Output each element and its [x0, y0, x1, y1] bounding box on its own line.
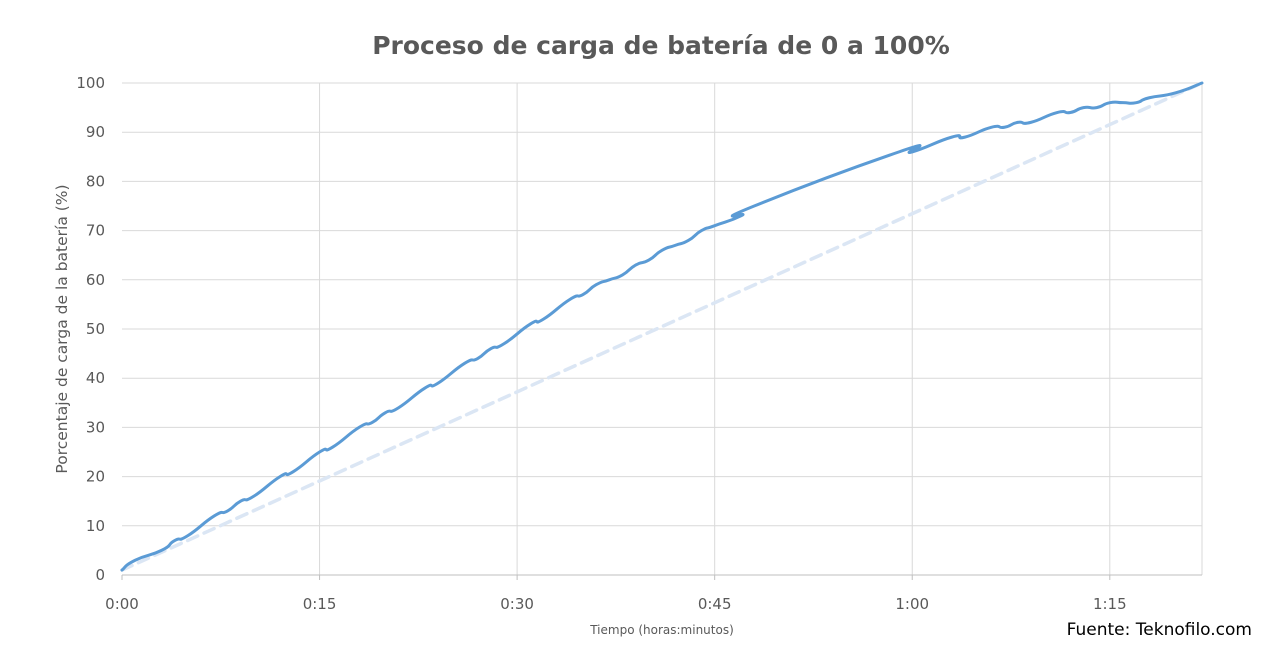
x-tick-label: 0:00: [105, 595, 139, 613]
y-tick-label: 10: [86, 517, 105, 535]
y-tick-label: 100: [76, 74, 105, 92]
y-tick-label: 90: [86, 123, 105, 141]
y-tick-label: 50: [86, 320, 105, 338]
y-tick-label: 40: [86, 369, 105, 387]
y-tick-label: 60: [86, 271, 105, 289]
x-tick-label: 1:15: [1093, 595, 1127, 613]
x-axis-label: Tiempo (horas:minutos): [589, 623, 734, 637]
axes: [121, 574, 1202, 580]
y-tick-label: 30: [86, 418, 105, 436]
charge-curve-line: [120, 81, 1204, 572]
chart-title: Proceso de carga de batería de 0 a 100%: [372, 31, 950, 60]
y-tick-label: 70: [86, 222, 105, 240]
y-tick-label: 0: [95, 566, 105, 584]
y-axis-label: Porcentaje de carga de la batería (%): [53, 184, 71, 473]
series-lines: [120, 81, 1204, 572]
reference-dashed-line: [120, 81, 1204, 572]
x-tick-label: 0:45: [698, 595, 732, 613]
y-tick-label: 80: [86, 172, 105, 190]
y-tick-label: 20: [86, 468, 105, 486]
y-tick-labels: 0 10 20 30 40 50 60 70 80 90 100: [76, 74, 105, 584]
x-tick-labels: 0:00 0:15 0:30 0:45 1:00 1:15: [105, 595, 1126, 613]
source-credit: Fuente: Teknofilo.com: [1067, 620, 1252, 640]
grid-lines: [122, 82, 1203, 575]
x-tick-label: 0:15: [303, 595, 337, 613]
x-tick-label: 1:00: [895, 595, 929, 613]
x-tick-label: 0:30: [500, 595, 534, 613]
